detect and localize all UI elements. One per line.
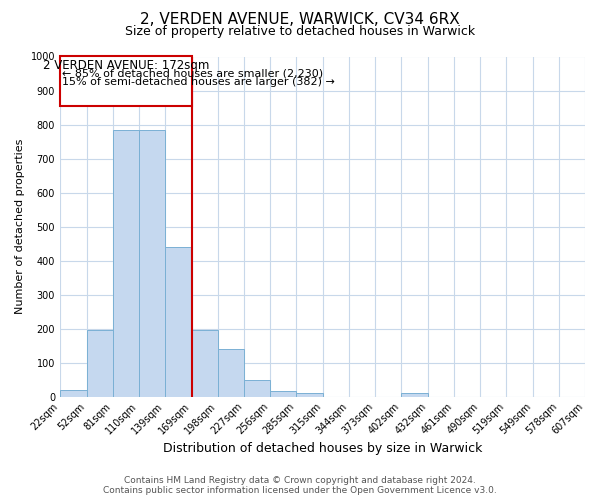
Text: 2 VERDEN AVENUE: 172sqm: 2 VERDEN AVENUE: 172sqm xyxy=(43,59,209,72)
Bar xyxy=(113,130,139,396)
Y-axis label: Number of detached properties: Number of detached properties xyxy=(15,139,25,314)
Bar xyxy=(296,392,323,396)
FancyBboxPatch shape xyxy=(60,56,192,106)
Bar xyxy=(139,130,165,396)
Text: 15% of semi-detached houses are larger (382) →: 15% of semi-detached houses are larger (… xyxy=(62,77,335,87)
Bar xyxy=(244,380,270,396)
Bar xyxy=(60,390,87,396)
Text: Contains HM Land Registry data © Crown copyright and database right 2024.
Contai: Contains HM Land Registry data © Crown c… xyxy=(103,476,497,495)
Text: ← 85% of detached houses are smaller (2,230): ← 85% of detached houses are smaller (2,… xyxy=(62,68,323,78)
Bar xyxy=(270,392,296,396)
Bar xyxy=(218,349,244,397)
Text: Size of property relative to detached houses in Warwick: Size of property relative to detached ho… xyxy=(125,25,475,38)
Bar xyxy=(165,247,192,396)
Text: 2, VERDEN AVENUE, WARWICK, CV34 6RX: 2, VERDEN AVENUE, WARWICK, CV34 6RX xyxy=(140,12,460,28)
Bar xyxy=(401,392,428,396)
Bar xyxy=(87,330,113,396)
Bar xyxy=(192,330,218,396)
X-axis label: Distribution of detached houses by size in Warwick: Distribution of detached houses by size … xyxy=(163,442,482,455)
